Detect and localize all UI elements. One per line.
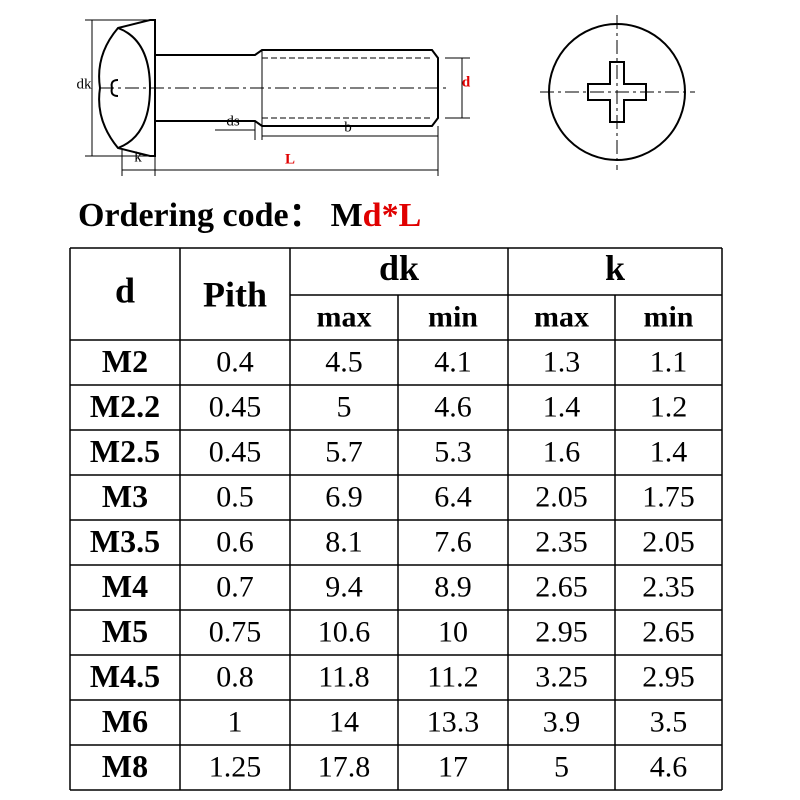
size-cell: M8 — [102, 748, 148, 784]
cell: 10 — [438, 615, 468, 648]
header-k: k — [605, 248, 625, 288]
cell: 13.3 — [427, 705, 480, 738]
cell: 0.4 — [216, 345, 254, 378]
cell: 2.65 — [535, 570, 588, 603]
cell: 1.75 — [642, 480, 695, 513]
cell: 10.6 — [318, 615, 371, 648]
screw-top-view — [540, 15, 695, 170]
cell: 1.4 — [650, 435, 688, 468]
cell: 0.5 — [216, 480, 254, 513]
cell: 1.4 — [543, 390, 581, 423]
cell: 4.1 — [434, 345, 472, 378]
cell: 2.65 — [642, 615, 695, 648]
label-L: L — [285, 151, 295, 167]
cell: 0.7 — [216, 570, 254, 603]
header-sub: max — [534, 300, 589, 333]
cell: 2.05 — [535, 480, 588, 513]
cell: 17 — [438, 750, 468, 783]
header-sub: min — [643, 300, 693, 333]
header-d: d — [115, 270, 135, 310]
size-cell: M2 — [102, 343, 148, 379]
cell: 1.6 — [543, 435, 581, 468]
cell: 3.25 — [535, 660, 588, 693]
cell: 1.1 — [650, 345, 688, 378]
cell: 0.6 — [216, 525, 254, 558]
cell: 2.95 — [535, 615, 588, 648]
cell: 2.95 — [642, 660, 695, 693]
size-cell: M3 — [102, 478, 148, 514]
size-cell: M2.5 — [90, 433, 160, 469]
header-dk: dk — [379, 248, 419, 288]
cell: 5 — [337, 390, 352, 423]
size-cell: M4 — [102, 568, 148, 604]
cell: 5 — [554, 750, 569, 783]
cell: 2.35 — [642, 570, 695, 603]
cell: 8.9 — [434, 570, 472, 603]
header-sub: min — [428, 300, 478, 333]
label-d: d — [462, 74, 471, 90]
header-sub: max — [317, 300, 372, 333]
label-dk: dk — [77, 76, 93, 92]
ordering-label: Ordering code： — [78, 197, 323, 234]
cell: 1.2 — [650, 390, 688, 423]
cell: 7.6 — [434, 525, 472, 558]
size-cell: M6 — [102, 703, 148, 739]
cell: 1.25 — [209, 750, 262, 783]
cell: 4.6 — [650, 750, 688, 783]
cell: 0.75 — [209, 615, 262, 648]
screw-side-view: dk d ds b k L — [77, 19, 471, 176]
cell: 2.35 — [535, 525, 588, 558]
cell: 17.8 — [318, 750, 371, 783]
ordering-code: Ordering code： Md*L — [78, 197, 421, 234]
label-b: b — [344, 119, 352, 135]
size-cell: M4.5 — [90, 658, 160, 694]
cell: 0.8 — [216, 660, 254, 693]
cell: 6.9 — [325, 480, 363, 513]
size-cell: M3.5 — [90, 523, 160, 559]
cell: 5.7 — [325, 435, 363, 468]
cell: 14 — [329, 705, 359, 738]
size-cell: M2.2 — [90, 388, 160, 424]
cell: 9.4 — [325, 570, 363, 603]
label-ds: ds — [226, 113, 240, 129]
cell: 1 — [228, 705, 243, 738]
cell: 4.6 — [434, 390, 472, 423]
cell: 3.5 — [650, 705, 688, 738]
cell: 1.3 — [543, 345, 581, 378]
header-pitch: Pith — [203, 274, 267, 314]
ordering-prefix: M — [331, 197, 363, 234]
label-k: k — [134, 149, 142, 165]
cell: 8.1 — [325, 525, 363, 558]
cell: 0.45 — [209, 435, 262, 468]
cell: 2.05 — [642, 525, 695, 558]
cell: 4.5 — [325, 345, 363, 378]
ordering-suffix: d*L — [363, 197, 422, 234]
cell: 11.2 — [427, 660, 478, 693]
cell: 0.45 — [209, 390, 262, 423]
cell: 6.4 — [434, 480, 472, 513]
size-cell: M5 — [102, 613, 148, 649]
cell: 11.8 — [318, 660, 369, 693]
cell: 3.9 — [543, 705, 581, 738]
cell: 5.3 — [434, 435, 472, 468]
